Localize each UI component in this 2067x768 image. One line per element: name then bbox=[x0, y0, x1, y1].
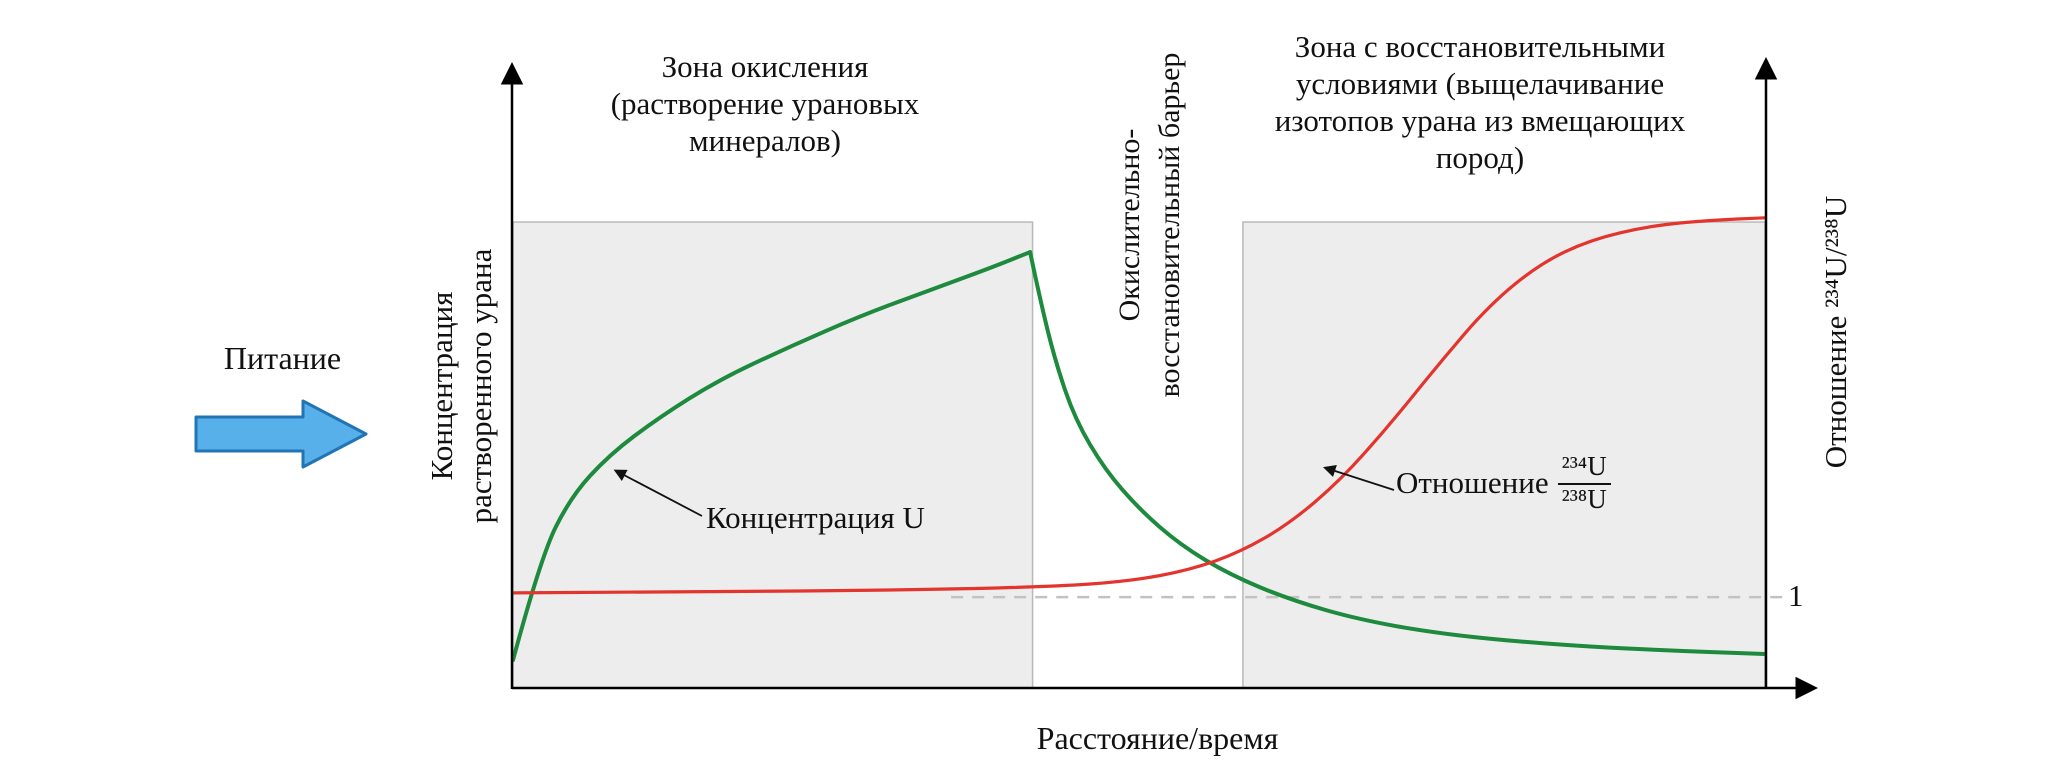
zone2-title-line2: условиями (выщелачивание bbox=[1295, 66, 1665, 101]
reference-line-label: 1 bbox=[1788, 578, 1804, 613]
zone2-title-line4: пород) bbox=[1435, 140, 1525, 175]
zone1-title-line3: минералов) bbox=[688, 123, 842, 158]
left-axis-label-line1: Концентрация bbox=[424, 291, 459, 481]
zone1-title-line2: (растворение урановых bbox=[610, 86, 920, 121]
plot-layer bbox=[511, 216, 1784, 689]
zone1-title: Зона окисления (растворение урановых мин… bbox=[505, 48, 1025, 159]
left-axis-label-line2: растворенного урана bbox=[463, 248, 498, 524]
ratio-fraction-denominator: ²³⁸U bbox=[1561, 483, 1607, 514]
zone2-title-line3: изотопов урана из вмещающих bbox=[1274, 103, 1686, 138]
ratio-annotation-prefix: Отношение bbox=[1396, 465, 1549, 501]
series-curve-1-seg-2 bbox=[1028, 250, 1767, 656]
zone1-title-line1: Зона окисления bbox=[661, 49, 869, 84]
zone2-title-line1: Зона с восстановительными bbox=[1294, 29, 1666, 64]
x-axis-label: Расстояние/время bbox=[1036, 720, 1279, 756]
zone-band-1 bbox=[512, 221, 1034, 689]
ratio-fraction-numerator: ²³⁴U bbox=[1557, 451, 1611, 485]
feed-label: Питание bbox=[223, 340, 342, 376]
left-axis-label: Концентрация растворенного урана bbox=[422, 206, 502, 566]
concentration-annotation-arrow bbox=[613, 469, 703, 517]
ratio-annotation-arrow bbox=[1323, 464, 1395, 491]
ratio-annotation: Отношение ²³⁴U ²³⁸U bbox=[1396, 451, 1611, 514]
redox-barrier-label: Окислительно- восстановительный барьер bbox=[1110, 35, 1190, 415]
ratio-annotation-fraction: ²³⁴U ²³⁸U bbox=[1557, 451, 1611, 514]
series-curve-2-seg-1 bbox=[511, 216, 1767, 595]
axes-group bbox=[500, 57, 1818, 700]
annotation-arrows bbox=[613, 464, 1395, 517]
zone2-title: Зона с восстановительными условиями (выщ… bbox=[1180, 28, 1780, 176]
right-axis-label: Отношение ²³⁴U/²³⁸U bbox=[1818, 195, 1853, 469]
concentration-annotation: Концентрация U bbox=[706, 500, 925, 535]
feed-arrow bbox=[194, 399, 368, 469]
series-curve-1-seg-1 bbox=[511, 250, 1033, 663]
redox-barrier-label-line1: Окислительно- bbox=[1113, 128, 1146, 322]
